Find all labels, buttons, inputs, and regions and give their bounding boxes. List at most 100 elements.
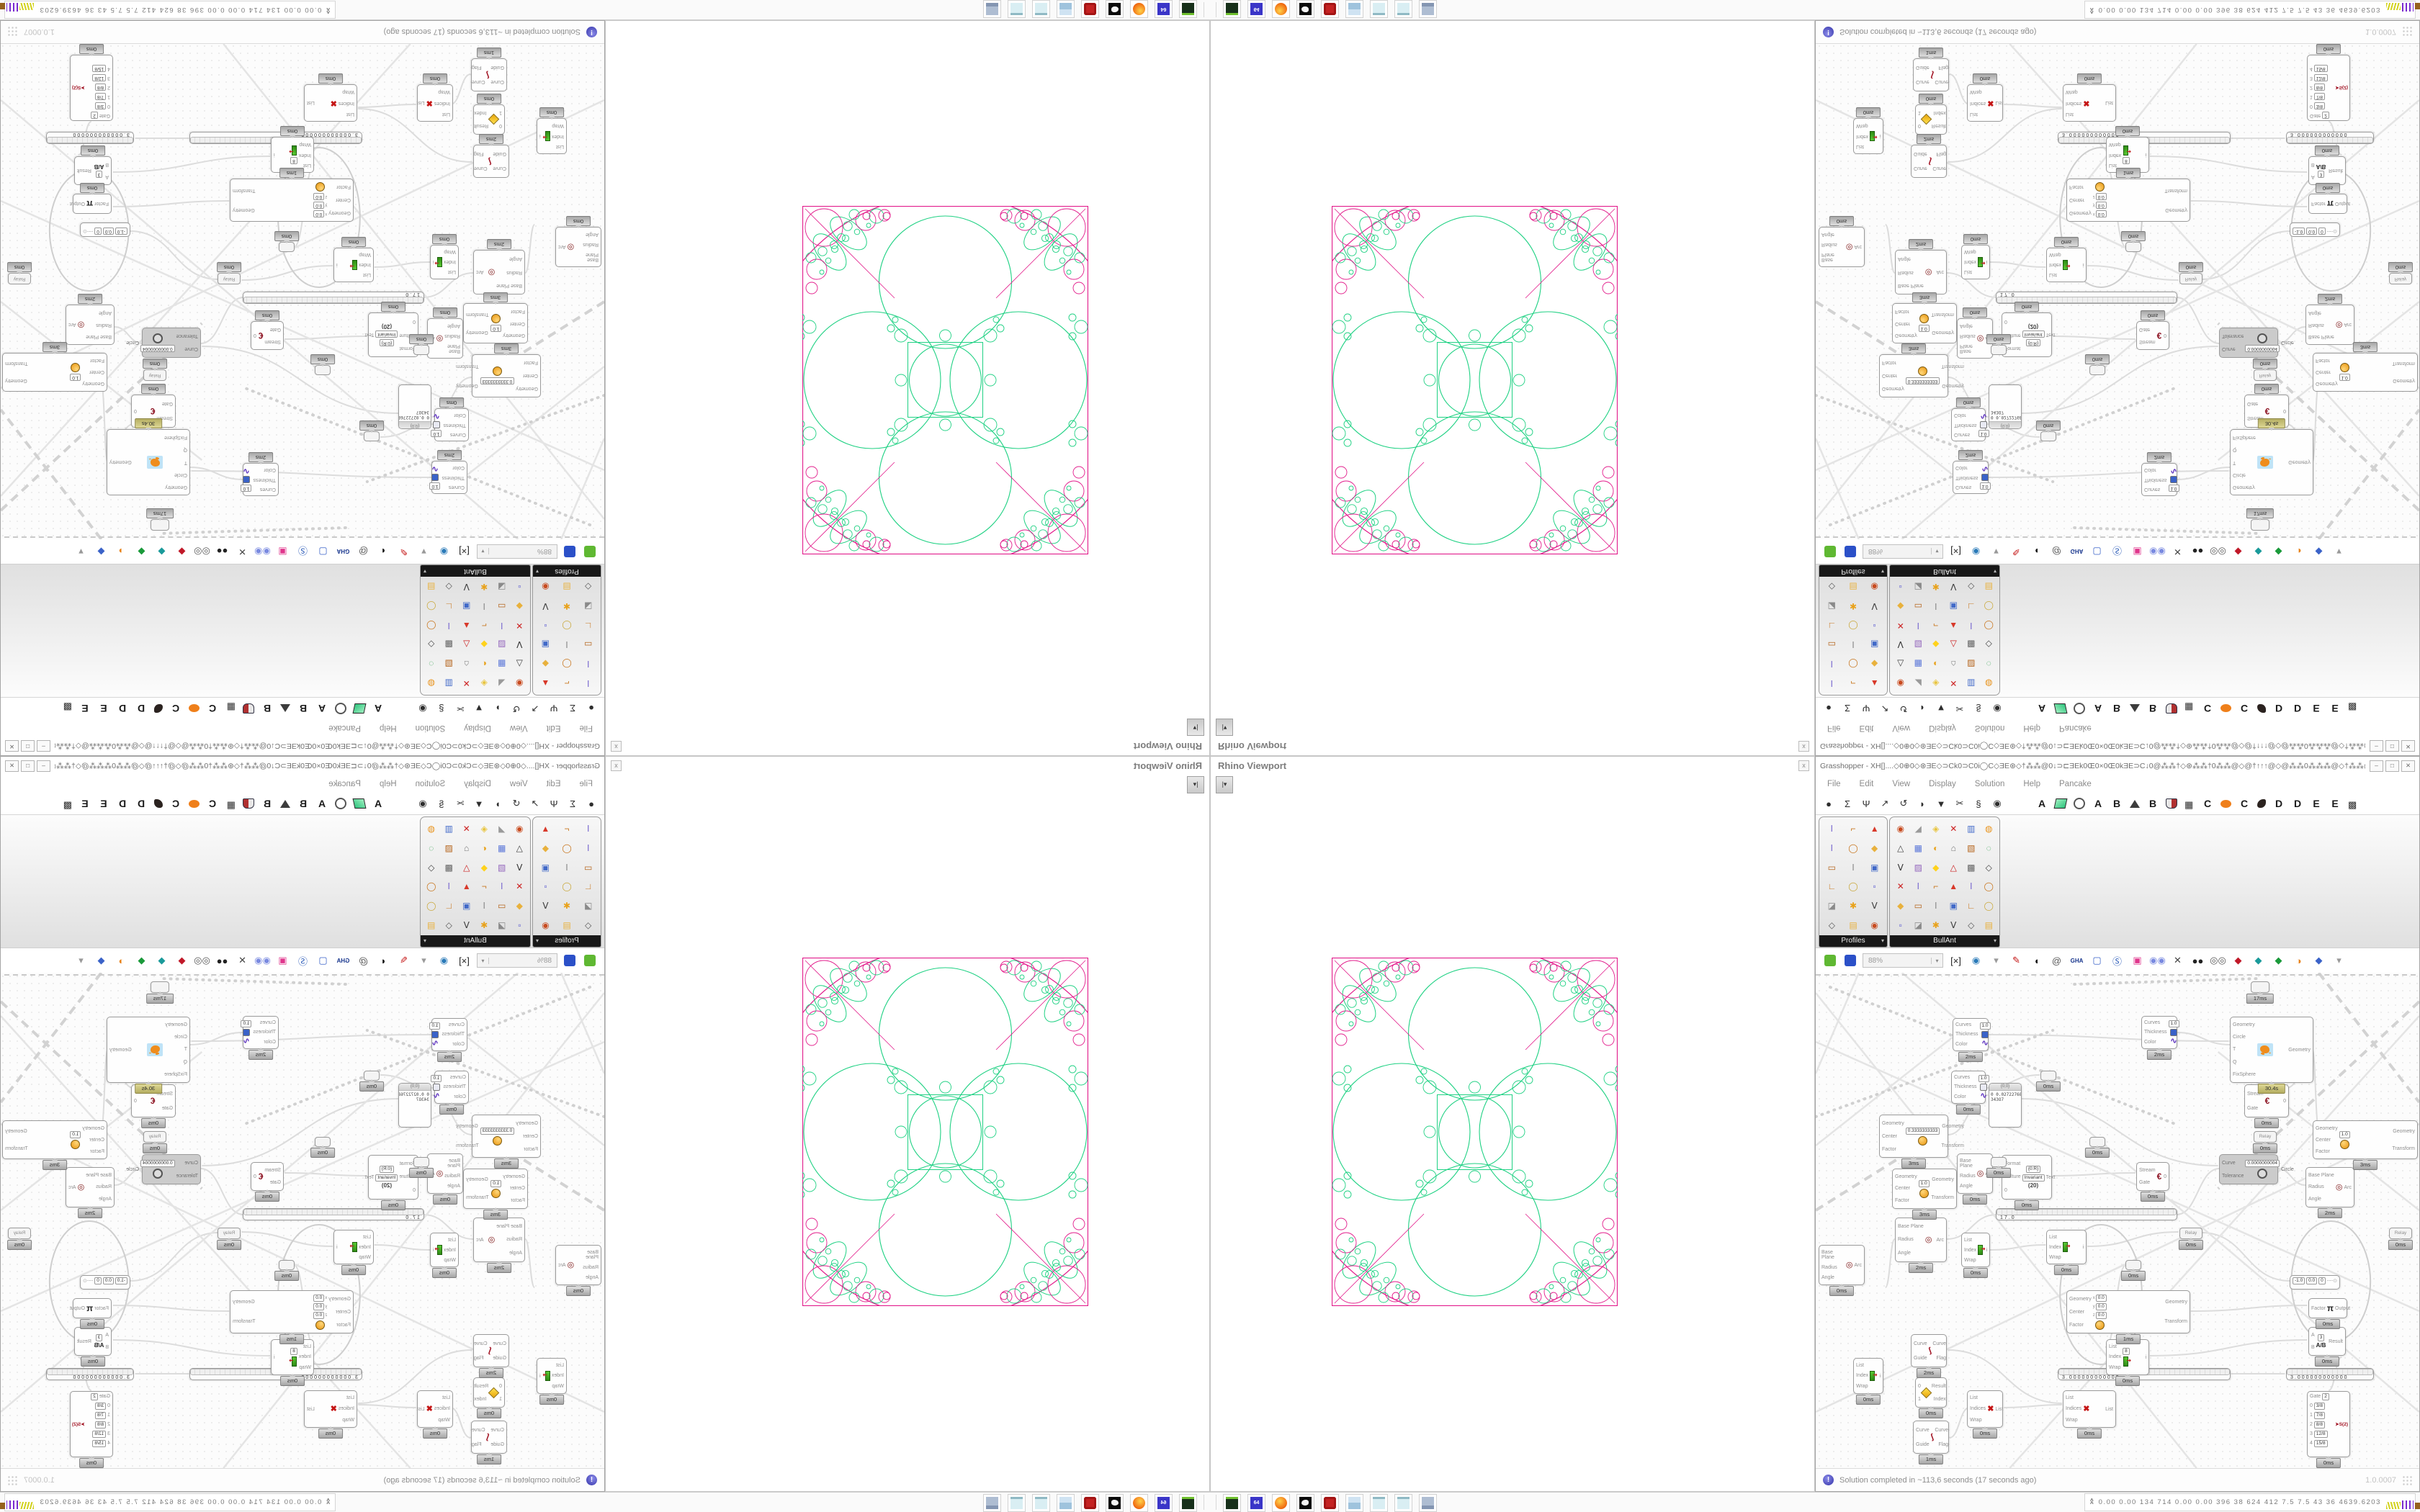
palette-component-icon[interactable]: ∟ bbox=[1827, 620, 1837, 631]
gh-node-relay[interactable]: 0ms bbox=[274, 231, 300, 252]
palette-component-icon[interactable]: Ⅰ bbox=[1830, 842, 1834, 853]
menu-item-help[interactable]: Help bbox=[379, 724, 397, 733]
gh-node-mdslider[interactable]: -1.0 0.0 0 ┄┄⊙ bbox=[2290, 1275, 2340, 1290]
palette-component-icon[interactable]: ◆ bbox=[480, 862, 488, 873]
gh-node-geometry[interactable]: Geometry Center Factor 0.3333333333 Geometry… bbox=[1879, 343, 1964, 397]
gh-node-geometry[interactable]: Geometry Center Factor 0.3333333333 Geometry… bbox=[456, 343, 541, 397]
palette-component-icon[interactable]: ⌂ bbox=[1950, 842, 1956, 853]
palette-component-icon[interactable]: ◯ bbox=[426, 601, 436, 612]
palette-component-icon[interactable]: Ⅰ bbox=[1969, 881, 1973, 892]
dotted-square-icon[interactable]: ▩ bbox=[2348, 799, 2357, 810]
gem-blue-icon[interactable]: ◆ bbox=[97, 955, 105, 966]
palette-component-icon[interactable]: ▩ bbox=[1967, 862, 1976, 873]
taskbar-icon-printer[interactable] bbox=[1419, 0, 1437, 18]
tab-glyph-1[interactable]: Σ bbox=[569, 798, 576, 809]
gh-node-geometry[interactable]: Geometry Center Factor 0.3333333333 Geometry… bbox=[456, 1115, 541, 1169]
palette-component-icon[interactable]: ◆ bbox=[516, 900, 523, 911]
gh-node-curve[interactable]: Curve Guide ʃ Curve Flag 2ms bbox=[1911, 1334, 1947, 1378]
gh-node-Relay[interactable]: Relay 0ms bbox=[2252, 1131, 2278, 1153]
palette-component-icon[interactable]: ✕ bbox=[516, 620, 524, 631]
palette-component-icon[interactable]: ◉ bbox=[542, 582, 550, 593]
taskbar-icon-zip-drive[interactable] bbox=[1223, 0, 1241, 18]
gh-node-mdslider[interactable]: -1.0 0.0 0 ┄┄⊙ bbox=[80, 1275, 130, 1290]
palette-component-icon[interactable]: ◇ bbox=[585, 919, 592, 930]
gh-node-relay[interactable]: 0ms bbox=[2035, 1071, 2061, 1092]
tab-glyph-3[interactable]: ↗ bbox=[1881, 798, 1889, 809]
gh-node-curve[interactable]: Curve Guide ʃ Curve Flag 1ms bbox=[471, 48, 507, 91]
tab-glyph-5[interactable]: ◗ bbox=[495, 798, 501, 809]
gh-node-list[interactable]: ListIndexWrapi0ms bbox=[537, 1358, 567, 1405]
gh-node-slider[interactable]: 3.000000000000 bbox=[2286, 1368, 2374, 1380]
obscure-spheres-icon[interactable]: ●● bbox=[2192, 955, 2204, 966]
palette-component-icon[interactable]: ⌐ bbox=[1850, 678, 1856, 688]
palette-component-icon[interactable]: Ⅰ bbox=[483, 601, 486, 612]
gear-flower-icon[interactable] bbox=[2074, 703, 2085, 714]
gh-node-slider[interactable]: 3.000000000000 bbox=[46, 1368, 134, 1380]
grasshopper-titlebar[interactable]: Grasshopper - XH[]....◇0⊕0◇⊛ƎE◇⊃Ck0⊃C0i◯… bbox=[1816, 757, 2419, 775]
palette-component-icon[interactable]: ▤ bbox=[563, 919, 571, 930]
gh-node-base-plane[interactable]: Base Plane Radius Angle ◎ Arc 2ms bbox=[66, 1167, 115, 1218]
palette-component-icon[interactable]: ▣ bbox=[462, 900, 471, 911]
tab-plugin-C[interactable]: C bbox=[2240, 703, 2249, 714]
gem-green-icon[interactable] bbox=[2053, 798, 2068, 809]
taskbar-icon-zip-drive[interactable] bbox=[1223, 1494, 1241, 1512]
menu-item-edit[interactable]: Edit bbox=[1859, 779, 1874, 788]
palette-component-icon[interactable]: ◇ bbox=[445, 919, 452, 930]
gh-node-factor[interactable]: Factor π Output 0ms bbox=[70, 1298, 112, 1329]
palette-component-icon[interactable]: ▭ bbox=[1827, 862, 1836, 873]
palette-footer-profiles[interactable]: Profiles bbox=[1819, 565, 1887, 577]
palette-component-icon[interactable]: ◉ bbox=[542, 919, 550, 930]
orange-ellipse-icon[interactable] bbox=[2220, 704, 2231, 713]
gha-assembler-icon[interactable]: GHA bbox=[336, 957, 350, 964]
palette-component-icon[interactable]: ◇ bbox=[445, 582, 452, 593]
gh-node-Relay[interactable]: Relay 0ms bbox=[2388, 262, 2414, 284]
gh-node-list[interactable]: ListIndexWrapi0ms bbox=[430, 1233, 459, 1278]
taskbar-icon-media-red[interactable] bbox=[1321, 1494, 1339, 1512]
gem-green-icon[interactable] bbox=[352, 798, 367, 809]
gh-node-geometry[interactable]: Geometry Center Factor 1.0 Geometry Transform… bbox=[1892, 1169, 1957, 1220]
menu-item-file[interactable]: File bbox=[1827, 779, 1841, 788]
palette-component-icon[interactable]: ✕ bbox=[462, 824, 470, 834]
camera-lens-icon[interactable]: ◖ bbox=[380, 955, 387, 966]
taskbar-icon-printer[interactable] bbox=[983, 0, 1001, 18]
resize-grip[interactable] bbox=[8, 27, 18, 37]
palette-component-icon[interactable]: ▩ bbox=[444, 862, 453, 873]
palette-component-icon[interactable]: ◍ bbox=[427, 678, 435, 688]
palette-component-icon[interactable]: △ bbox=[1897, 842, 1904, 853]
tab-plugin-B[interactable]: B bbox=[2112, 703, 2121, 714]
tab-glyph-8[interactable]: § bbox=[1976, 798, 1981, 809]
palette-footer-bullant[interactable]: BullAnt bbox=[421, 565, 530, 577]
palette-component-icon[interactable]: ⌐ bbox=[564, 678, 570, 688]
palette-footer-profiles[interactable]: Profiles bbox=[533, 565, 601, 577]
tab-plugin-E[interactable]: E bbox=[2313, 703, 2320, 714]
gh-node-filter[interactable]: Gate 2 0 3/8 1 7/8 2 8/8 3 12/8 4 15/8 ➤S(2) 0ms bbox=[2307, 44, 2350, 121]
palette-component-icon[interactable]: ▥ bbox=[444, 678, 453, 688]
menu-item-help[interactable]: Help bbox=[2023, 779, 2041, 788]
tab-plugin-A[interactable]: A bbox=[318, 703, 326, 714]
taskbar-icon-floppy-64[interactable]: 64 bbox=[1247, 0, 1265, 18]
taskbar-icon-firefox[interactable] bbox=[1130, 0, 1148, 18]
palette-component-icon[interactable]: ✕ bbox=[1950, 824, 1958, 834]
gh-node-relay[interactable]: 17ms bbox=[145, 508, 174, 531]
palette-component-icon[interactable]: ▦ bbox=[498, 659, 506, 670]
palette-component-icon[interactable]: △ bbox=[516, 842, 523, 853]
palette-component-icon[interactable]: ▤ bbox=[1984, 582, 1993, 593]
taskbar-icon-notepad[interactable] bbox=[1394, 0, 1412, 18]
viewport-display-dropdown[interactable]: |▾ bbox=[1187, 719, 1204, 736]
open-file-icon[interactable] bbox=[1822, 953, 1837, 968]
tab-glyph-6[interactable]: ▼ bbox=[474, 798, 484, 809]
tab-glyph-9[interactable]: ◉ bbox=[1993, 703, 2002, 714]
palette-component-icon[interactable]: Ⅰ bbox=[1852, 862, 1855, 873]
palette-component-icon[interactable]: ▲ bbox=[1870, 824, 1879, 834]
palette-component-icon[interactable]: ◪ bbox=[1827, 900, 1836, 911]
palette-component-icon[interactable]: ▭ bbox=[1827, 639, 1836, 650]
tab-glyph-8[interactable]: § bbox=[1976, 703, 1981, 714]
palette-component-icon[interactable]: ◯ bbox=[1984, 900, 1994, 911]
palette-component-icon[interactable]: ▫ bbox=[1873, 620, 1876, 631]
find-icon[interactable]: Ⓢ bbox=[2112, 955, 2122, 967]
palette-component-icon[interactable]: △ bbox=[463, 639, 470, 650]
gh-node-curves[interactable]: Curves Thickness Color 1.0 ∿ 2ms bbox=[241, 1016, 279, 1060]
grid-icon[interactable]: ▦ bbox=[226, 702, 236, 713]
